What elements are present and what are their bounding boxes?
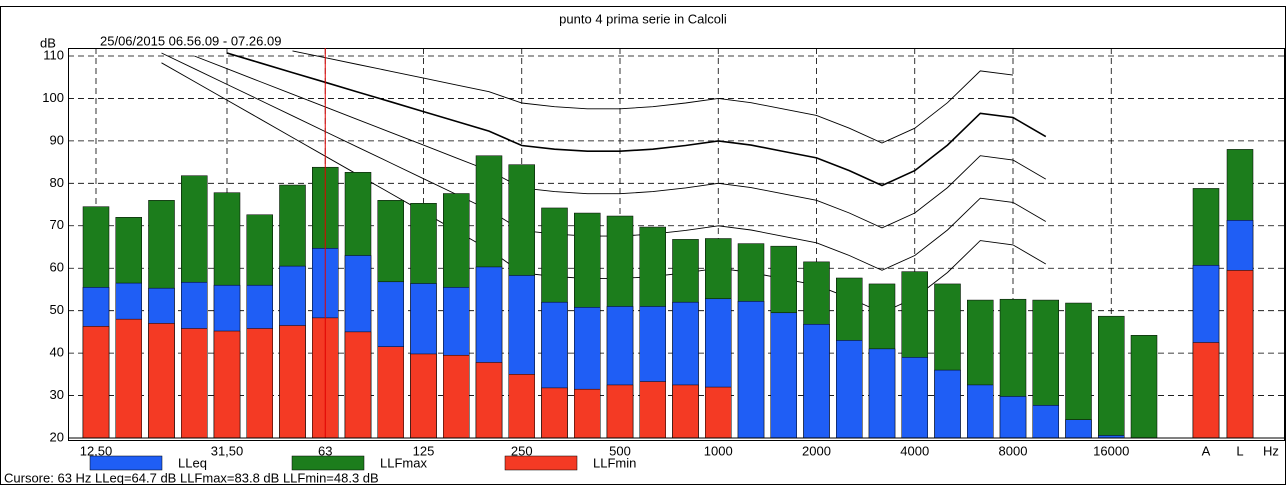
- legend-label: LLeq: [178, 455, 207, 470]
- x-axis-label: Hz: [1263, 443, 1279, 458]
- bar: [148, 323, 175, 439]
- bar: [1226, 270, 1254, 439]
- bar: [901, 357, 928, 439]
- bar: [1065, 419, 1092, 439]
- y-tick-label: 100: [42, 90, 64, 105]
- bar: [115, 318, 142, 439]
- legend-label: LLFmax: [380, 455, 427, 470]
- x-tick-label: 8000: [999, 443, 1028, 458]
- bar: [1130, 335, 1158, 439]
- contour-line: [161, 62, 1047, 314]
- bar: [410, 353, 437, 439]
- cursor-readout: Cursore: 63 Hz LLeq=64.7 dB LLFmax=83.8 …: [4, 470, 379, 485]
- y-tick-label: 50: [50, 302, 64, 317]
- contour-line: [226, 52, 1047, 187]
- bar: [475, 362, 503, 439]
- x-tick-label: 4000: [900, 443, 929, 458]
- bar: [1192, 342, 1220, 439]
- bar: [934, 369, 961, 439]
- bar: [836, 340, 863, 439]
- bar: [377, 346, 404, 439]
- x-tick-label: 500: [609, 443, 631, 458]
- x-tick-label: L: [1236, 443, 1243, 458]
- bar: [606, 384, 634, 439]
- bar: [443, 354, 470, 439]
- bar: [541, 387, 568, 439]
- bar: [705, 386, 732, 439]
- loudness-contours: [161, 50, 1047, 314]
- chart-title: punto 4 prima serie in Calcoli: [559, 11, 727, 26]
- bar: [344, 331, 372, 439]
- bar: [181, 328, 208, 439]
- y-axis-label: dB: [40, 35, 56, 50]
- chart-subtitle: 25/06/2015 06.56.09 - 07.26.09: [100, 33, 281, 48]
- y-tick-label: 90: [50, 132, 64, 147]
- contour-line: [292, 50, 1014, 144]
- bar: [999, 396, 1027, 439]
- y-tick-label: 110: [43, 47, 64, 62]
- legend-swatch: [291, 455, 365, 471]
- bar: [1098, 315, 1125, 439]
- legend-swatch: [504, 455, 578, 471]
- y-tick-label: 30: [50, 387, 64, 402]
- y-tick-label: 20: [50, 429, 64, 444]
- y-tick-label: 70: [50, 217, 64, 232]
- bar: [868, 348, 896, 439]
- x-tick-label: A: [1202, 443, 1211, 458]
- x-tick-label: 125: [413, 443, 435, 458]
- legend-swatch: [89, 455, 163, 471]
- legend-label: LLFmin: [593, 455, 636, 470]
- contour-line: [161, 52, 1047, 271]
- plot-frame: [68, 48, 1285, 441]
- y-tick-label: 40: [50, 345, 64, 360]
- x-tick-label: 250: [511, 443, 533, 458]
- bar: [574, 388, 601, 439]
- bar: [803, 323, 830, 439]
- bar: [967, 384, 994, 439]
- x-tick-label: 1000: [704, 443, 733, 458]
- bar: [508, 374, 535, 439]
- y-tick-label: 60: [50, 260, 64, 275]
- bar: [246, 328, 273, 439]
- x-tick-label: 31,50: [211, 443, 244, 458]
- bar: [770, 312, 797, 439]
- bar: [639, 381, 666, 439]
- x-tick-label: 16000: [1093, 443, 1129, 458]
- y-tick-label: 80: [50, 175, 64, 190]
- bar: [213, 330, 241, 439]
- bar: [1065, 302, 1092, 439]
- x-tick-label: 12,50: [80, 443, 113, 458]
- x-tick-label: 63: [318, 443, 332, 458]
- bar: [279, 325, 306, 439]
- bar: [1032, 405, 1059, 439]
- bar: [82, 326, 110, 439]
- x-tick-label: 2000: [802, 443, 831, 458]
- bar: [672, 384, 699, 439]
- bar: [737, 301, 765, 439]
